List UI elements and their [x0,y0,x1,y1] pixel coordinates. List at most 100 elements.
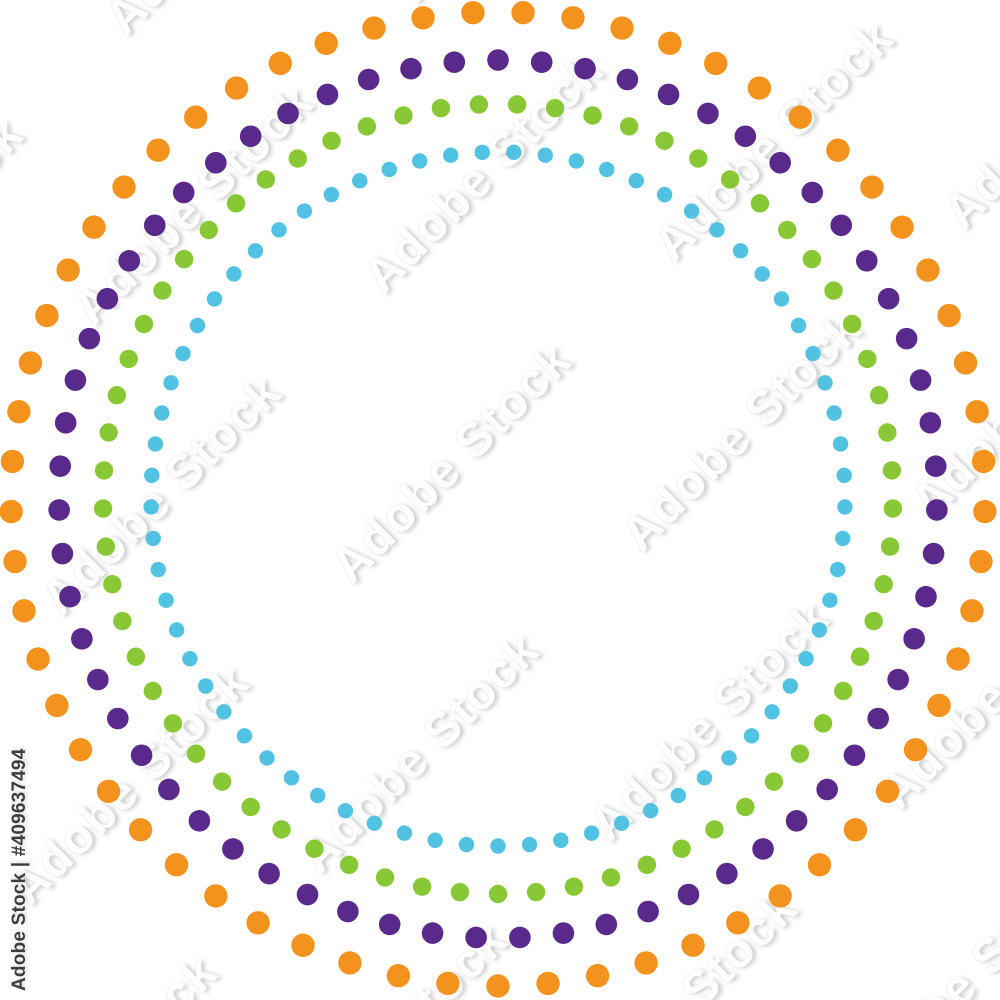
dot-outer-orange-ring [82,215,106,239]
dot-third-green-ring [96,537,116,556]
dot-inner-cyan-ring [826,405,842,421]
dot-inner-cyan-ring [427,832,443,848]
dot-outer-orange-ring [969,549,993,574]
dot-third-green-ring [103,575,122,594]
dot-second-purple-ring [867,707,889,730]
dot-third-green-ring [672,839,691,858]
dot-third-green-ring [357,117,377,136]
dot-second-purple-ring [895,327,918,350]
dot-second-purple-ring [118,250,141,272]
dot-outer-orange-ring [338,951,362,975]
dot-outer-orange-ring [68,738,93,762]
dot-second-purple-ring [49,455,72,477]
dot-outer-orange-ring [536,971,560,996]
dot-third-green-ring [226,194,246,213]
dot-second-purple-ring [843,744,866,767]
dot-inner-cyan-ring [521,836,538,853]
dot-second-purple-ring [443,51,466,73]
dot-second-purple-ring [487,49,509,71]
dot-third-green-ring [736,797,755,817]
dot-second-purple-ring [48,499,70,521]
dot-third-green-ring [412,877,432,896]
dot-inner-cyan-ring [628,173,644,189]
dot-inner-cyan-ring [568,153,585,169]
dot-third-green-ring [93,499,113,518]
dot-outer-orange-ring [658,31,682,56]
dot-second-purple-ring [222,838,244,860]
dot-third-green-ring [186,744,206,763]
dot-second-purple-ring [54,411,77,434]
dot-second-purple-ring [64,369,87,391]
dot-third-green-ring [802,249,822,269]
dot-second-purple-ring [107,707,129,730]
dot-second-purple-ring [697,102,719,125]
dot-second-purple-ring [574,57,596,80]
dot-outer-orange-ring [634,951,658,975]
dot-second-purple-ring [421,922,444,944]
dot-second-purple-ring [316,83,339,106]
dot-inner-cyan-ring [310,787,326,804]
dot-outer-orange-ring [937,303,961,328]
dot-inner-cyan-ring [782,678,798,694]
dot-outer-orange-ring [12,599,36,623]
dot-outer-orange-ring [96,779,121,803]
dot-second-purple-ring [830,214,853,237]
dot-third-green-ring [619,117,639,136]
dot-third-green-ring [107,386,127,405]
dot-third-green-ring [637,855,657,875]
dot-outer-orange-ring [747,76,772,100]
dot-third-green-ring [778,220,797,240]
dot-third-green-ring [824,281,843,300]
dot-outer-orange-ring [768,884,792,908]
dot-second-purple-ring [877,287,900,310]
dot-third-green-ring [339,855,359,875]
dot-outer-orange-ring [610,16,634,40]
dot-second-purple-ring [130,744,153,767]
dot-third-green-ring [431,98,451,118]
dot-inner-cyan-ring [206,291,223,307]
dot-outer-orange-ring [681,933,705,957]
dot-outer-orange-ring [18,351,43,375]
dot-third-green-ring [256,170,276,189]
dot-third-green-ring [790,744,810,763]
dot-inner-cyan-ring [764,704,780,720]
dot-second-purple-ring [258,862,280,885]
dot-inner-cyan-ring [150,561,166,578]
dot-outer-orange-ring [960,599,984,623]
dot-second-purple-ring [855,250,878,272]
dot-second-purple-ring [657,83,680,106]
dot-inner-cyan-ring [670,787,686,804]
dot-second-purple-ring [378,913,401,936]
dot-outer-orange-ring [916,258,940,282]
dot-second-purple-ring [78,327,101,350]
dot-third-green-ring [134,314,154,334]
dot-outer-orange-ring [386,964,411,988]
dot-outer-orange-ring [7,399,31,424]
dot-third-green-ring [272,820,291,839]
dot-second-purple-ring [71,628,93,650]
dot-third-green-ring [842,314,862,334]
dot-outer-orange-ring [585,964,610,988]
dot-third-green-ring [882,461,902,480]
dot-outer-orange-ring [860,175,884,199]
dot-outer-orange-ring [561,6,585,30]
dot-inner-cyan-ring [411,153,428,169]
dot-outer-orange-ring [826,138,850,162]
dot-outer-orange-ring [973,499,997,524]
dot-second-purple-ring [677,883,700,906]
dot-third-green-ring [394,106,413,125]
dot-inner-cyan-ring [642,802,659,819]
dot-outer-orange-ring [946,647,970,671]
dot-inner-cyan-ring [147,436,164,452]
dot-third-green-ring [834,681,853,701]
dot-second-purple-ring [926,499,948,521]
dot-outer-orange-ring [0,449,25,474]
dot-outer-orange-ring [35,303,59,328]
dot-outer-orange-ring [184,105,208,129]
dot-third-green-ring [874,575,893,594]
dot-outer-orange-ring [0,499,23,524]
dot-third-green-ring [878,423,897,442]
dot-third-green-ring [689,149,708,168]
dot-second-purple-ring [922,542,945,565]
